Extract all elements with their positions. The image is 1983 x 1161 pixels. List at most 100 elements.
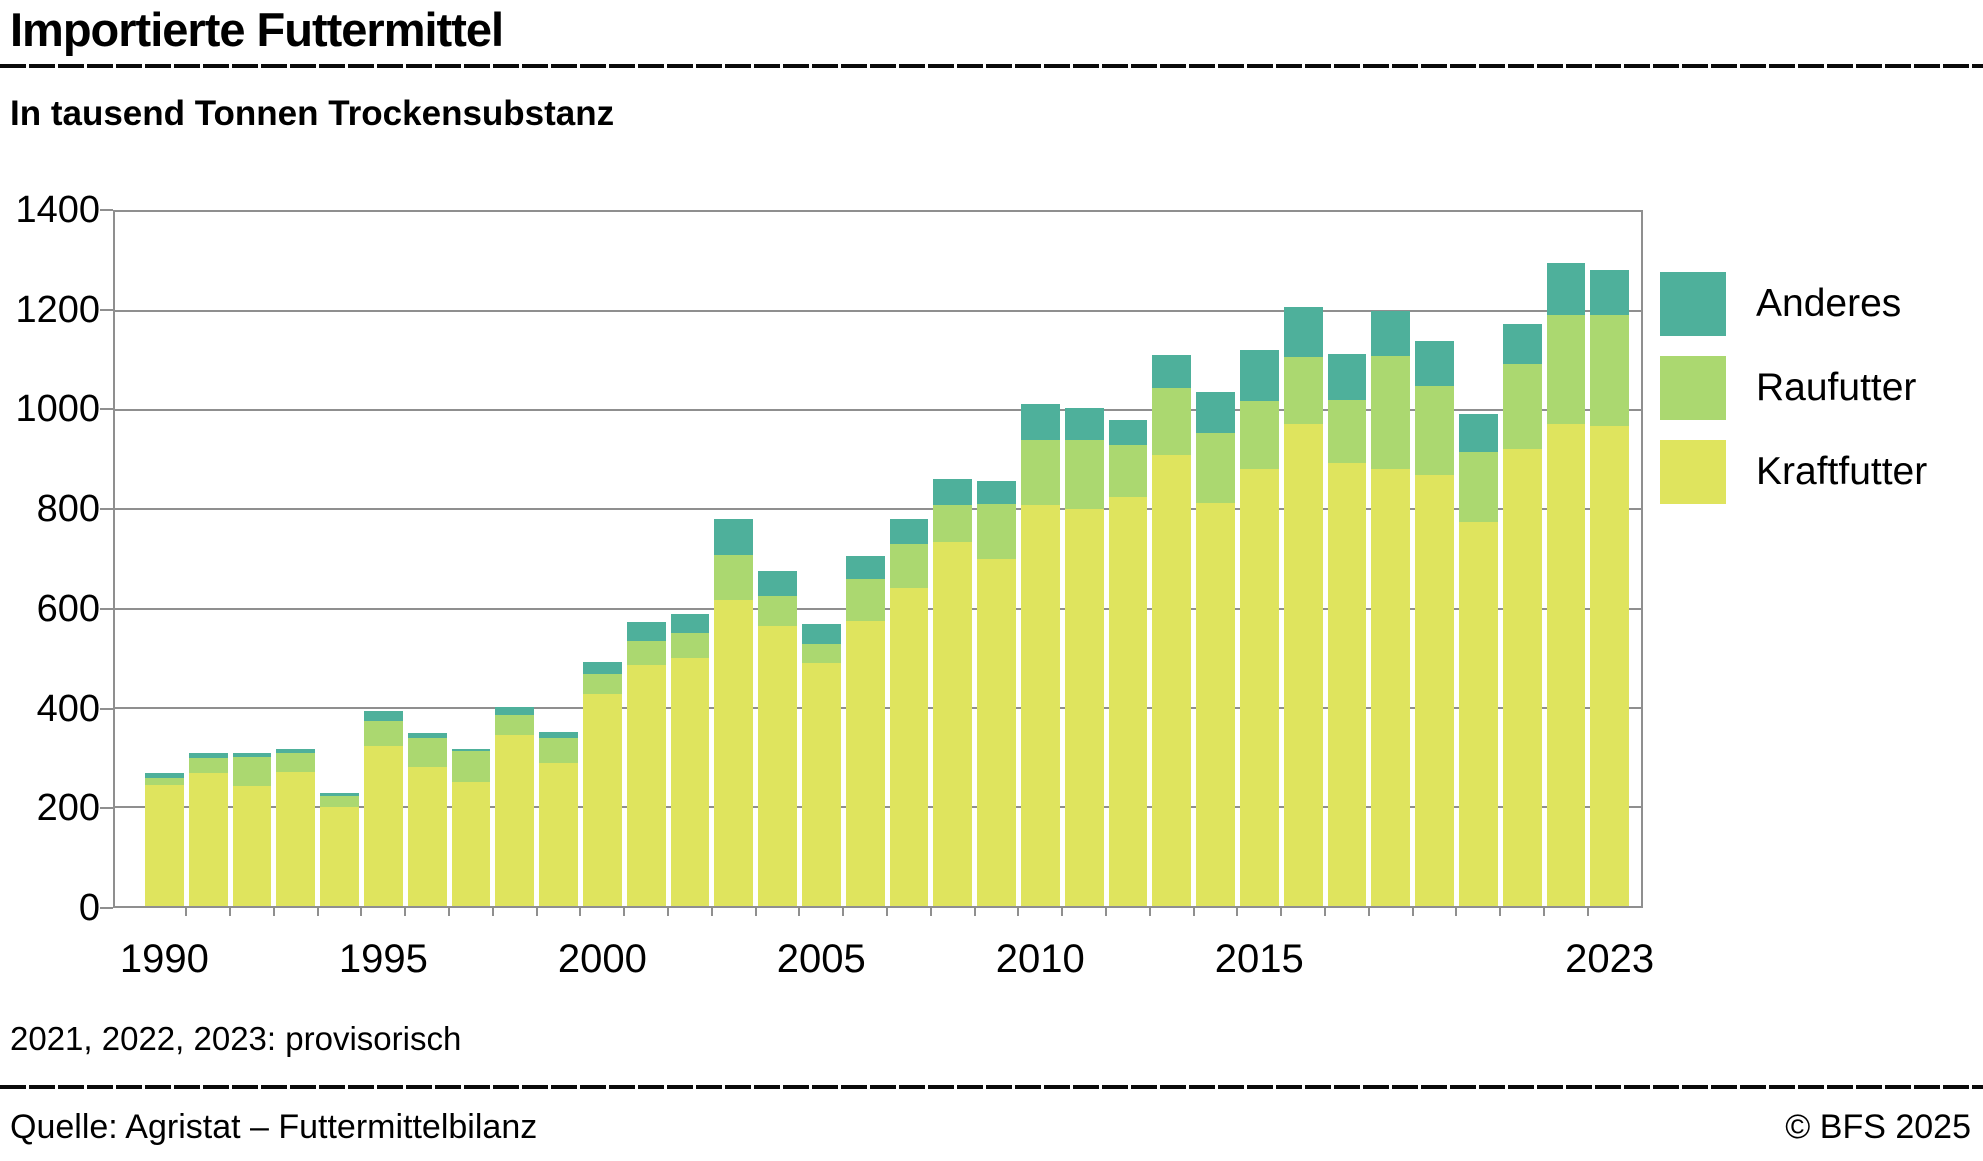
bar-2005-segment-raufutter <box>801 643 841 664</box>
x-axis-label-1995: 1995 <box>338 937 428 981</box>
bar-2022 <box>1546 212 1586 906</box>
y-tick-0 <box>100 907 113 909</box>
bar-1995-segment-kraftfutter <box>363 746 403 906</box>
bar-2023-segment-kraftfutter <box>1590 426 1630 906</box>
bar-2014-segment-kraftfutter <box>1196 503 1235 906</box>
bar-1997-segment-raufutter <box>451 750 491 783</box>
bar-2022-segment-anderes <box>1546 262 1586 316</box>
bar-1991 <box>188 212 228 906</box>
bar-2015-segment-kraftfutter <box>1239 469 1279 906</box>
y-axis-label-600: 600 <box>36 587 100 630</box>
bar-2023-segment-raufutter <box>1590 315 1630 427</box>
x-tick-24 <box>1192 908 1195 916</box>
bar-1993-segment-anderes <box>276 749 316 753</box>
bar-1990-segment-raufutter <box>145 777 184 786</box>
bar-1997-segment-anderes <box>451 749 491 751</box>
bar-2016 <box>1283 212 1323 906</box>
bar-1992-segment-anderes <box>232 753 272 757</box>
bar-2020-segment-anderes <box>1458 413 1498 452</box>
bar-2004-segment-kraftfutter <box>758 625 797 906</box>
bar-2011-segment-anderes <box>1064 407 1104 440</box>
x-axis-label-2005: 2005 <box>776 937 866 981</box>
bar-2002-segment-anderes <box>670 614 710 634</box>
bar-2009-segment-kraftfutter <box>977 558 1016 906</box>
bar-2010 <box>1020 212 1060 906</box>
bar-1995-segment-raufutter <box>363 721 403 747</box>
x-tick-25 <box>1236 908 1239 916</box>
bar-2008-segment-anderes <box>933 478 973 505</box>
legend-label-kraftfutter: Kraftfutter <box>1756 450 1928 493</box>
bar-2011-segment-kraftfutter <box>1064 509 1104 906</box>
bar-2014-segment-raufutter <box>1196 433 1235 504</box>
bar-2020-segment-raufutter <box>1458 451 1498 523</box>
bar-2015-segment-anderes <box>1239 350 1279 401</box>
bar-2005-segment-anderes <box>801 624 841 644</box>
x-tick-26 <box>1280 908 1283 916</box>
x-tick-13 <box>710 908 713 916</box>
bar-2006-segment-kraftfutter <box>845 620 885 906</box>
bar-2012-segment-raufutter <box>1108 444 1148 497</box>
x-tick-9 <box>535 908 538 916</box>
legend-item-raufutter: Raufutter <box>1660 356 1927 420</box>
bar-2005 <box>801 212 841 906</box>
bar-1998-segment-kraftfutter <box>495 735 535 906</box>
x-tick-10 <box>579 908 582 916</box>
bar-2021-segment-kraftfutter <box>1502 449 1542 906</box>
y-tick-1200 <box>100 308 113 311</box>
x-tick-18 <box>929 908 932 916</box>
bar-1996 <box>407 212 447 906</box>
bar-2009-segment-anderes <box>977 481 1016 504</box>
bar-2017 <box>1327 212 1367 906</box>
y-axis-label-1000: 1000 <box>15 388 100 431</box>
bar-2023-segment-anderes <box>1590 269 1630 316</box>
legend-swatch-anderes <box>1660 272 1726 336</box>
bar-1990 <box>145 212 184 906</box>
bar-1997-segment-kraftfutter <box>451 782 491 906</box>
bar-2016-segment-anderes <box>1283 307 1323 358</box>
bar-2011 <box>1064 212 1104 906</box>
bottom-divider <box>0 1085 1983 1089</box>
bar-2008-segment-raufutter <box>933 504 973 543</box>
bar-1999 <box>539 212 578 906</box>
bar-1994 <box>320 212 359 906</box>
bar-1993-segment-raufutter <box>276 752 316 772</box>
bar-2015 <box>1239 212 1279 906</box>
x-tick-4 <box>316 908 319 916</box>
bar-2008-segment-kraftfutter <box>933 542 973 906</box>
legend-swatch-raufutter <box>1660 356 1726 420</box>
bar-1998 <box>495 212 535 906</box>
bar-1992-segment-kraftfutter <box>232 786 272 906</box>
x-tick-12 <box>667 908 670 916</box>
bar-2001 <box>626 212 666 906</box>
bar-2019-segment-kraftfutter <box>1415 474 1454 906</box>
bar-2005-segment-kraftfutter <box>801 663 841 906</box>
x-tick-15 <box>798 908 801 916</box>
bar-2022-segment-raufutter <box>1546 315 1586 424</box>
x-tick-28 <box>1367 908 1370 916</box>
bar-2017-segment-raufutter <box>1327 399 1367 463</box>
bar-2009 <box>977 212 1016 906</box>
bar-2003-segment-raufutter <box>714 554 754 601</box>
bar-2013-segment-kraftfutter <box>1152 454 1192 906</box>
x-tick-1 <box>185 908 188 916</box>
y-tick-800 <box>100 508 113 511</box>
x-tick-32 <box>1542 908 1545 916</box>
bar-2018-segment-kraftfutter <box>1371 468 1411 906</box>
bar-2006-segment-anderes <box>845 555 885 579</box>
plot-area <box>113 210 1643 908</box>
y-tick-1000 <box>100 408 113 411</box>
legend-swatch-kraftfutter <box>1660 440 1726 504</box>
x-axis-label-1990: 1990 <box>119 937 209 981</box>
bar-2018-segment-anderes <box>1371 310 1411 357</box>
x-tick-23 <box>1148 908 1151 916</box>
bar-2010-segment-raufutter <box>1020 440 1060 506</box>
bar-2009-segment-raufutter <box>977 503 1016 559</box>
bar-2007 <box>889 212 929 906</box>
bar-2021-segment-anderes <box>1502 323 1542 365</box>
x-tick-22 <box>1104 908 1107 916</box>
page-title: Importierte Futtermittel <box>10 3 504 56</box>
legend: Anderes Raufutter Kraftfutter <box>1660 272 1927 524</box>
bar-1998-segment-anderes <box>495 706 535 715</box>
bar-1993-segment-kraftfutter <box>276 771 316 906</box>
bar-2011-segment-raufutter <box>1064 439 1104 510</box>
